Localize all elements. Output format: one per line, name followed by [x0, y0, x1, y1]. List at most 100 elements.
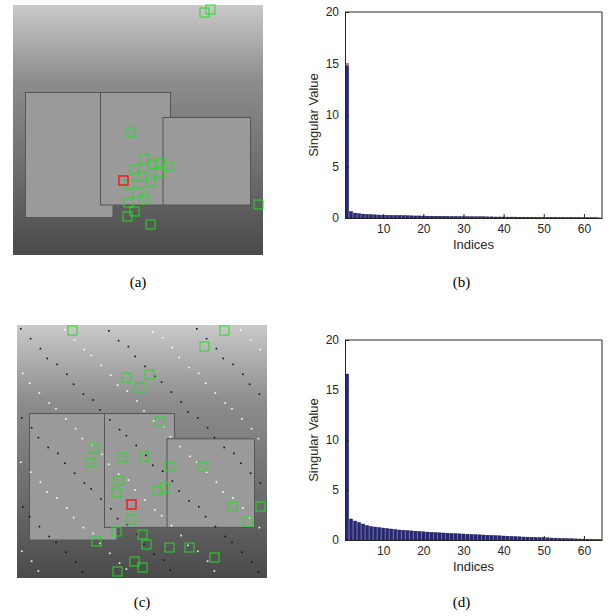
bar — [482, 217, 485, 218]
tick-mark — [345, 12, 349, 13]
bar — [450, 533, 453, 540]
x-axis-title: Indices — [453, 559, 495, 574]
tick-mark — [504, 214, 505, 218]
photo-shape — [167, 439, 255, 528]
bar — [369, 527, 372, 541]
noise-dot — [222, 491, 224, 493]
tick-label: 50 — [538, 544, 552, 558]
tick: 15 — [326, 383, 349, 397]
photo-shape — [26, 93, 114, 218]
bar — [590, 217, 593, 218]
tick-label: 20 — [326, 333, 340, 347]
bar — [426, 532, 429, 540]
bar — [454, 534, 457, 540]
noise-dot — [65, 552, 67, 554]
noise-dot — [75, 561, 77, 563]
noise-dot — [83, 527, 85, 529]
bar — [402, 216, 405, 218]
noise-dot — [196, 328, 198, 330]
noise-dot — [119, 562, 121, 564]
noise-dot — [187, 545, 189, 547]
photo-shape — [30, 414, 118, 541]
bar — [394, 530, 397, 541]
similar-patch — [256, 502, 265, 511]
noise-dot — [74, 472, 76, 474]
bar — [365, 526, 368, 541]
noise-dot — [46, 358, 48, 360]
noise-dot — [82, 571, 84, 573]
noise-dot — [178, 490, 180, 492]
bar — [518, 537, 521, 540]
noise-dot — [30, 471, 32, 473]
bar — [590, 539, 593, 540]
tick-label: 50 — [538, 222, 552, 236]
bar — [365, 214, 368, 218]
x-axis: 102030405060 — [346, 214, 603, 236]
noise-dot — [214, 570, 216, 572]
noise-dot — [153, 420, 155, 422]
noise-dot — [108, 330, 110, 332]
bar — [454, 216, 457, 218]
noise-dot — [117, 518, 119, 520]
bar — [546, 538, 549, 540]
noise-dot — [92, 533, 94, 535]
noise-dot — [187, 411, 189, 413]
noise-dot — [249, 383, 251, 385]
bar — [398, 216, 401, 218]
y-axis-title: Singular Value — [306, 398, 321, 482]
noise-dot — [55, 542, 57, 544]
similar-patch — [198, 462, 207, 471]
bar — [349, 212, 352, 218]
bar — [554, 538, 557, 540]
bar — [534, 217, 537, 218]
bar — [430, 532, 433, 540]
tick: 5 — [332, 483, 349, 497]
bar — [458, 534, 461, 540]
noise-dot — [31, 560, 33, 562]
frame — [345, 12, 602, 13]
noise-dot — [188, 500, 190, 502]
photo-shape — [101, 93, 171, 206]
noise-dot — [109, 553, 111, 555]
noise-dot — [224, 402, 226, 404]
tick: 40 — [497, 536, 511, 558]
similar-patch — [138, 563, 147, 572]
noise-dot — [216, 481, 218, 483]
noise-dot — [163, 559, 165, 561]
noise-dot — [242, 507, 244, 509]
noise-dot — [38, 570, 40, 572]
noise-dot — [231, 408, 233, 410]
noise-dot — [224, 536, 226, 538]
bar — [466, 534, 469, 540]
noise-dot — [145, 455, 147, 457]
bar — [470, 217, 473, 218]
similar-patch — [146, 220, 155, 229]
bar — [494, 536, 497, 540]
bar — [510, 217, 513, 218]
noise-dot — [48, 536, 50, 538]
noise-dot — [108, 464, 110, 466]
frame — [345, 340, 602, 341]
noise-dot — [259, 393, 261, 395]
tick-label: 30 — [457, 222, 471, 236]
noise — [20, 328, 261, 573]
noise-dot — [161, 515, 163, 517]
tick-mark — [345, 390, 349, 391]
axis-line — [346, 540, 603, 541]
similar-patch — [200, 342, 209, 351]
bar — [514, 217, 517, 218]
panel-label: (a) — [130, 274, 147, 291]
bars — [345, 374, 601, 540]
noise-dot — [20, 328, 22, 330]
noise-dot — [206, 471, 208, 473]
bar — [374, 527, 377, 540]
similar-patch — [122, 373, 131, 382]
bar — [522, 537, 525, 540]
noise-dot — [73, 517, 75, 519]
similar-patch — [146, 178, 155, 187]
noise-dot — [30, 338, 32, 340]
tick-label: 20 — [326, 5, 340, 19]
tick-label: 40 — [497, 544, 511, 558]
bar — [550, 538, 553, 540]
noise-dot — [47, 447, 49, 449]
